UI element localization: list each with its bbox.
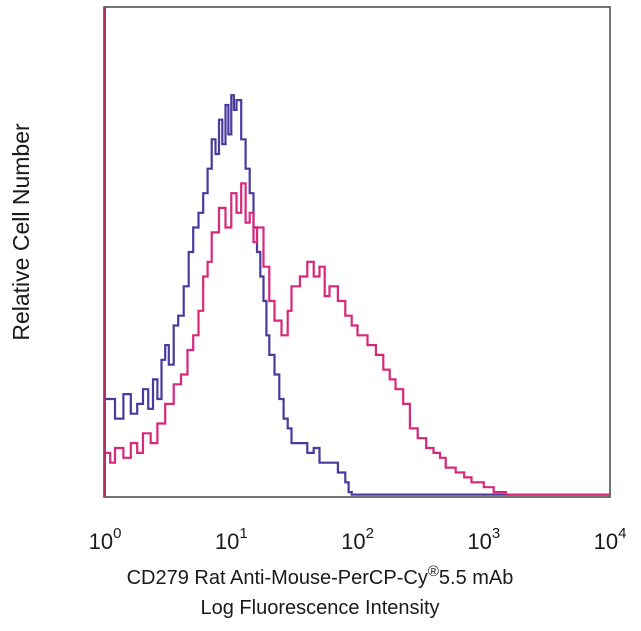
x-tick-exponent: 4 bbox=[618, 525, 626, 542]
series-line-1 bbox=[105, 94, 610, 496]
registered-mark: ® bbox=[428, 563, 439, 580]
series-line-2 bbox=[105, 182, 610, 496]
x-tick-base: 10 bbox=[594, 529, 618, 554]
x-axis-label: CD279 Rat Anti-Mouse-PerCP-Cy®5.5 mAb bbox=[127, 563, 514, 589]
x-tick-exponent: 3 bbox=[492, 525, 500, 542]
x-axis-label-part1: CD279 Rat Anti-Mouse-PerCP-Cy bbox=[127, 567, 428, 589]
x-tick-label-4: 104 bbox=[594, 525, 627, 554]
x-tick-label-3: 103 bbox=[467, 525, 500, 554]
y-axis-label: Relative Cell Number bbox=[8, 123, 34, 341]
x-tick-label-0: 100 bbox=[89, 525, 122, 554]
x-axis-subtitle: Log Fluorescence Intensity bbox=[200, 597, 439, 619]
x-tick-layer: 100 101 102 103 104 bbox=[89, 525, 627, 554]
x-tick-exponent: 0 bbox=[113, 525, 121, 542]
x-axis-label-part2: 5.5 mAb bbox=[439, 567, 513, 589]
x-tick-base: 10 bbox=[89, 529, 113, 554]
x-tick-exponent: 2 bbox=[366, 525, 374, 542]
x-tick-label-2: 102 bbox=[341, 525, 374, 554]
x-tick-base: 10 bbox=[215, 529, 239, 554]
x-tick-base: 10 bbox=[467, 529, 491, 554]
x-tick-exponent: 1 bbox=[239, 525, 247, 542]
series-layer bbox=[105, 94, 610, 496]
x-tick-label-1: 101 bbox=[215, 525, 248, 554]
x-tick-base: 10 bbox=[341, 529, 365, 554]
plot-frame bbox=[103, 6, 611, 498]
